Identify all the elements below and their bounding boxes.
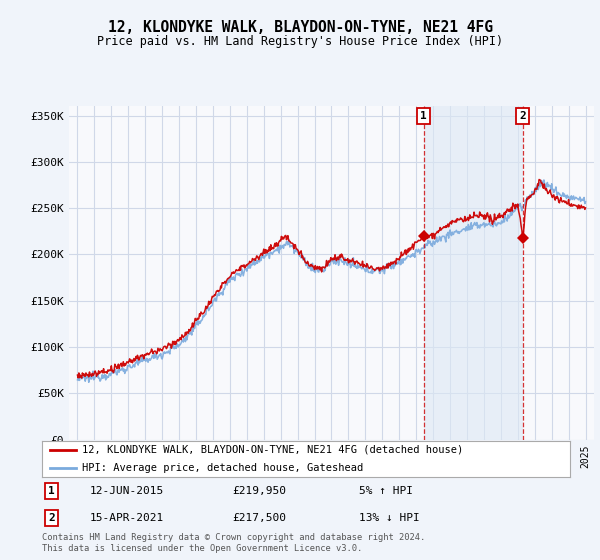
Text: £217,500: £217,500 (232, 514, 286, 524)
Text: 15-APR-2021: 15-APR-2021 (89, 514, 164, 524)
Text: 13% ↓ HPI: 13% ↓ HPI (359, 514, 419, 524)
Text: 12-JUN-2015: 12-JUN-2015 (89, 486, 164, 496)
Text: 2: 2 (520, 111, 526, 121)
Text: 2: 2 (48, 514, 55, 524)
Text: Price paid vs. HM Land Registry's House Price Index (HPI): Price paid vs. HM Land Registry's House … (97, 35, 503, 48)
Text: 12, KLONDYKE WALK, BLAYDON-ON-TYNE, NE21 4FG (detached house): 12, KLONDYKE WALK, BLAYDON-ON-TYNE, NE21… (82, 445, 463, 455)
Text: Contains HM Land Registry data © Crown copyright and database right 2024.
This d: Contains HM Land Registry data © Crown c… (42, 533, 425, 553)
Bar (424, 106, 523, 440)
Text: 5% ↑ HPI: 5% ↑ HPI (359, 486, 413, 496)
Text: 12, KLONDYKE WALK, BLAYDON-ON-TYNE, NE21 4FG: 12, KLONDYKE WALK, BLAYDON-ON-TYNE, NE21… (107, 20, 493, 35)
Text: HPI: Average price, detached house, Gateshead: HPI: Average price, detached house, Gate… (82, 463, 363, 473)
Text: £219,950: £219,950 (232, 486, 286, 496)
Text: 1: 1 (420, 111, 427, 121)
Text: 1: 1 (48, 486, 55, 496)
